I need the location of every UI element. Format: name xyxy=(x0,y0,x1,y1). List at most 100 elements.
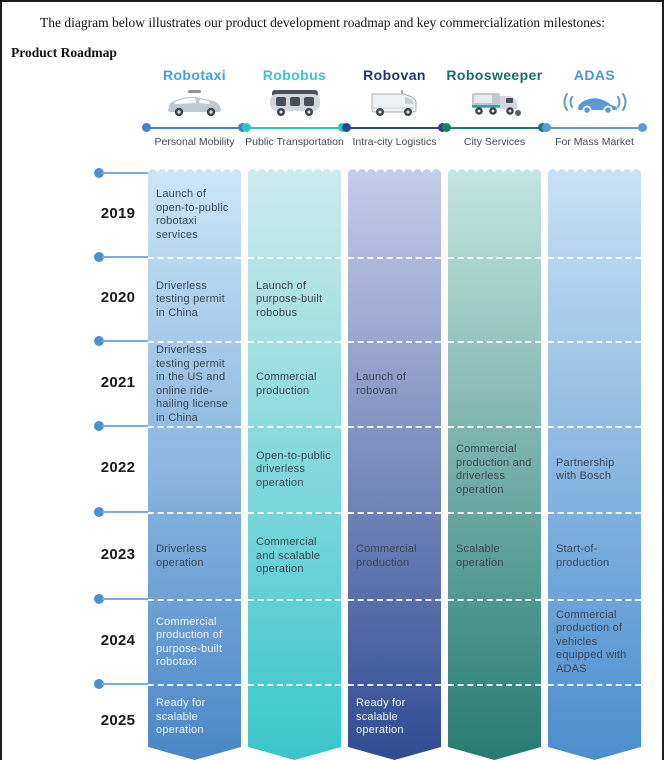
product-tagline: Intra-city Logistics xyxy=(352,136,437,148)
roadmap-column-robovan: Launch of robovan Commercial production Re… xyxy=(348,169,441,760)
product-name: Robovan xyxy=(363,67,426,83)
year-label: 2019 xyxy=(100,205,136,222)
milestone-cell-robosweeper-2025 xyxy=(448,684,541,760)
timeline-dot xyxy=(94,594,104,604)
milestone-cell-robotaxi-2019: Launch of open-to-public robotaxi servic… xyxy=(148,173,241,257)
timeline-dot xyxy=(94,252,104,262)
product-name: Robobus xyxy=(262,67,327,83)
timeline-connector xyxy=(102,256,148,258)
milestone-cell-robotaxi-2021: Driverless testing permit in the US and … xyxy=(148,341,241,426)
milestone-text: Commercial production of vehicles equipp… xyxy=(556,608,627,675)
milestone-text: Launch of robovan xyxy=(356,371,407,397)
product-axis-line xyxy=(342,122,447,133)
milestone-cell-robotaxi-2023: Driverless operation xyxy=(148,512,241,599)
milestone-cell-robosweeper-2024 xyxy=(448,599,541,684)
column-body: Commercial production and driverless ope… xyxy=(448,173,541,760)
timeline-dot xyxy=(94,336,104,346)
product-name: Robosweeper xyxy=(446,67,543,83)
milestone-text: Commercial production xyxy=(256,371,317,397)
milestone-text: Driverless testing permit in China xyxy=(156,279,225,319)
milestone-cell-adas-2025 xyxy=(548,684,641,760)
milestone-text: Partnership with Bosch xyxy=(556,456,615,482)
milestone-cell-adas-2021 xyxy=(548,341,641,426)
robotaxi-car-icon xyxy=(144,85,245,121)
year-label: 2022 xyxy=(100,459,136,476)
timeline-dot xyxy=(94,421,104,431)
timeline-connector xyxy=(102,172,148,174)
column-scallop-edge xyxy=(148,169,241,174)
product-axis-line xyxy=(242,122,347,133)
milestone-text: Commercial production and driverless ope… xyxy=(456,443,532,496)
milestone-cell-robobus-2022: Open-to-public driverless operation xyxy=(248,426,341,512)
milestone-text: Driverless testing permit in the US and … xyxy=(156,344,229,424)
milestone-cell-robosweeper-2020 xyxy=(448,257,541,341)
column-body: Launch of purpose-built robobus Commercia… xyxy=(248,173,341,760)
milestone-cell-robotaxi-2020: Driverless testing permit in China xyxy=(148,257,241,341)
robosweeper-icon xyxy=(444,85,545,121)
milestone-text: Ready for scalable operation xyxy=(156,697,206,737)
milestone-text: Ready for scalable operation xyxy=(356,697,406,737)
milestone-text: Commercial production of purpose-built r… xyxy=(156,615,223,668)
column-body: Launch of open-to-public robotaxi servic… xyxy=(148,173,241,760)
timeline-connector xyxy=(102,340,148,342)
milestone-cell-adas-2024: Commercial production of vehicles equipp… xyxy=(548,599,641,684)
product-header-adas: ADAS For Mass Market xyxy=(542,65,647,149)
milestone-cell-robotaxi-2024: Commercial production of purpose-built r… xyxy=(148,599,241,684)
milestone-cell-robobus-2021: Commercial production xyxy=(248,341,341,426)
adas-car-signal-icon xyxy=(544,85,645,121)
product-axis-line xyxy=(542,122,647,133)
milestone-text: Open-to-public driverless operation xyxy=(256,449,331,489)
milestone-cell-adas-2023: Start-of-production xyxy=(548,512,641,599)
product-header-robotaxi: Robotaxi Personal Mobility xyxy=(142,65,247,149)
product-axis-line xyxy=(142,122,247,133)
milestone-cell-robovan-2020 xyxy=(348,257,441,341)
milestone-cell-adas-2022: Partnership with Bosch xyxy=(548,426,641,512)
milestone-text: Driverless operation xyxy=(156,543,207,569)
milestone-cell-robovan-2025: Ready for scalable operation xyxy=(348,684,441,760)
timeline-connector xyxy=(102,511,148,513)
milestone-cell-robobus-2024 xyxy=(248,599,341,684)
product-name: ADAS xyxy=(573,67,616,83)
timeline-dot xyxy=(94,507,104,517)
product-tagline: Personal Mobility xyxy=(154,136,235,148)
milestone-cell-robovan-2024 xyxy=(348,599,441,684)
column-scallop-edge xyxy=(448,169,541,174)
product-axis-line xyxy=(442,122,547,133)
milestone-cell-robobus-2025 xyxy=(248,684,341,760)
milestone-cell-robosweeper-2019 xyxy=(448,173,541,257)
product-header-robobus: Robobus Public Transportation xyxy=(242,65,347,149)
roadmap-column-adas: Partnership with Bosch Start-of-productio… xyxy=(548,169,641,760)
section-title: Product Roadmap xyxy=(11,45,117,60)
milestone-text: Commercial and scalable operation xyxy=(256,536,321,576)
timeline-dot xyxy=(94,679,104,689)
product-tagline: City Services xyxy=(463,136,526,148)
milestone-text: Launch of open-to-public robotaxi servic… xyxy=(156,188,229,241)
year-label: 2020 xyxy=(100,289,136,306)
milestone-cell-robovan-2023: Commercial production xyxy=(348,512,441,599)
milestone-cell-robotaxi-2025: Ready for scalable operation xyxy=(148,684,241,760)
milestone-cell-adas-2020 xyxy=(548,257,641,341)
year-label: 2021 xyxy=(100,373,136,391)
robovan-icon xyxy=(344,85,445,121)
milestone-cell-robosweeper-2021 xyxy=(448,341,541,426)
year-label: 2025 xyxy=(100,712,136,729)
roadmap-column-robosweeper: Commercial production and driverless ope… xyxy=(448,169,541,760)
column-body: Launch of robovan Commercial production Re… xyxy=(348,173,441,760)
robobus-icon xyxy=(244,85,345,121)
product-name: Robotaxi xyxy=(162,67,227,83)
product-tagline: For Mass Market xyxy=(555,136,634,148)
milestone-text: Scalable operation xyxy=(456,543,504,569)
intro-text: The diagram below illustrates our produc… xyxy=(40,15,605,30)
timeline-dot xyxy=(94,168,104,178)
milestone-cell-robobus-2020: Launch of purpose-built robobus xyxy=(248,257,341,341)
milestone-cell-robosweeper-2023: Scalable operation xyxy=(448,512,541,599)
milestone-cell-robobus-2019 xyxy=(248,173,341,257)
milestone-cell-robotaxi-2022 xyxy=(148,426,241,512)
timeline-connector xyxy=(102,598,148,600)
product-roadmap-diagram: Robotaxi Personal Mobility Robobus xyxy=(2,63,662,760)
product-header-robovan: Robovan Intra-city Logistics xyxy=(342,65,447,149)
roadmap-column-robobus: Launch of purpose-built robobus Commercia… xyxy=(248,169,341,760)
milestone-cell-adas-2019 xyxy=(548,173,641,257)
milestone-text: Start-of-production xyxy=(556,543,610,569)
